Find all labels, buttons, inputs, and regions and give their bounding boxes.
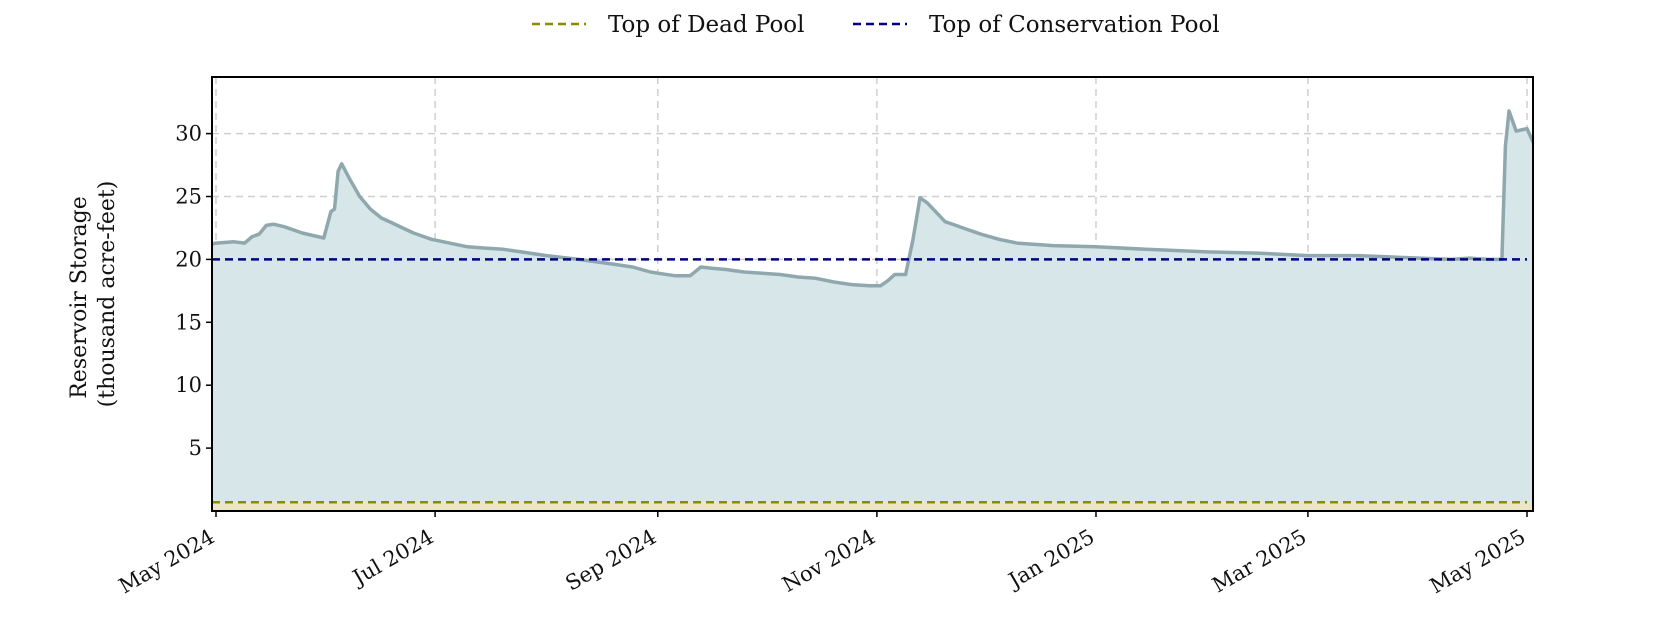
x-tick-label-4: Jan 2025 [1003, 525, 1099, 594]
plot-area [212, 109, 1533, 511]
plot-frame [211, 76, 1534, 512]
legend-label-conservation-pool: Top of Conservation Pool [929, 12, 1220, 38]
x-tick-label-3: Nov 2024 [778, 525, 879, 597]
y-axis-label: Reservoir Storage (thousand acre-feet) [67, 181, 120, 408]
dead-pool-fill [212, 502, 1533, 511]
x-tick-label-1: Jul 2024 [347, 525, 438, 591]
y-tick-label-0: 5 [189, 436, 202, 460]
y-tick-label-4: 25 [175, 185, 202, 209]
storage-series-line [212, 109, 1533, 288]
y-tick-label-5: 30 [175, 122, 202, 146]
x-tick-label-5: Mar 2025 [1208, 525, 1310, 598]
y-tick-label-3: 20 [175, 247, 202, 271]
x-axis: May 2024 Jul 2024 Sep 2024 Nov 2024 Jan 2025… [115, 511, 1530, 598]
y-tick-label-1: 10 [175, 373, 202, 397]
x-tick-label-6: May 2025 [1426, 525, 1530, 599]
legend-label-dead-pool: Top of Dead Pool [608, 12, 805, 38]
legend: Top of Dead Pool Top of Conservation Poo… [532, 12, 1220, 38]
y-axis: 5 10 15 20 25 30 [175, 122, 212, 460]
y-tick-label-2: 15 [175, 310, 202, 334]
storage-area-fill [212, 111, 1533, 503]
y-axis-label-line2: (thousand acre-feet) [95, 181, 120, 408]
y-axis-label-line1: Reservoir Storage [67, 196, 92, 399]
x-tick-label-0: May 2024 [115, 525, 219, 599]
x-tick-label-2: Sep 2024 [561, 525, 660, 596]
